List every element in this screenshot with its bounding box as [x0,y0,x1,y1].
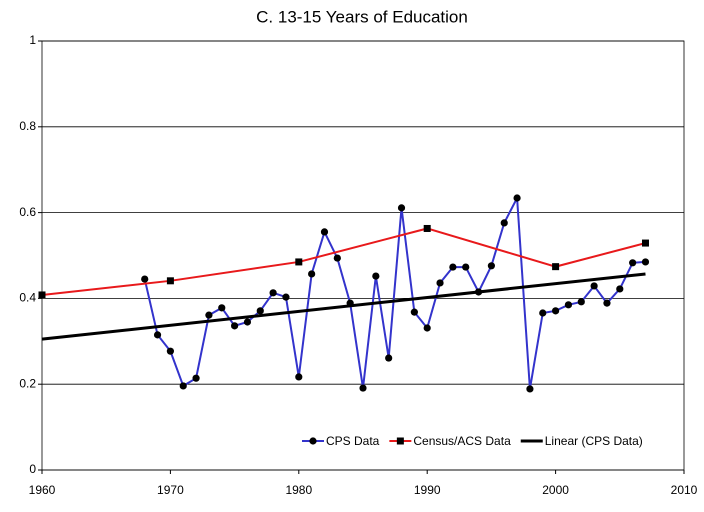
point [449,263,457,271]
x-tick-label: 2000 [542,483,569,497]
point [564,301,573,309]
point [603,299,611,307]
y-tick-label: 0.6 [19,205,36,219]
point [295,373,303,381]
point [641,258,650,266]
point [192,374,200,382]
x-tick-label: 1990 [414,483,441,497]
point [629,259,637,267]
point [385,354,393,362]
point [333,254,341,262]
point [179,382,187,390]
point [423,224,431,232]
legend-label: Census/ACS Data [413,434,511,448]
legend-marker [309,437,317,445]
point [577,298,585,306]
point [397,204,406,212]
point [295,258,303,266]
series-line [143,194,646,390]
point [552,307,560,315]
legend-label: Linear (CPS Data) [545,434,643,448]
point [38,291,46,299]
point [166,277,174,285]
series-line [41,272,646,341]
point [539,309,547,317]
point [205,311,213,319]
point [590,282,598,290]
plot-border [41,40,685,471]
y-tick-label: 0.8 [19,119,36,133]
chart-title: C. 13-15 Years of Education [256,7,468,26]
point [372,272,380,280]
point [500,219,508,227]
point [231,322,239,330]
point [359,384,367,392]
point [282,293,290,301]
point [552,263,560,271]
point [641,239,649,247]
point [218,304,226,312]
x-tick-label: 2010 [671,483,698,497]
point [308,270,316,278]
y-tick-label: 0.2 [19,376,36,390]
point [256,307,264,315]
point [487,262,495,270]
point [616,285,624,293]
point [436,279,444,287]
y-tick-label: 0.4 [19,291,36,305]
x-tick-label: 1980 [285,483,312,497]
point [320,228,329,236]
point [513,194,521,202]
point [423,324,431,332]
series-line [41,227,646,296]
legend-marker [396,437,404,445]
point [462,263,470,271]
point [269,289,277,297]
legend-label: CPS Data [326,434,380,448]
point [141,275,149,283]
x-tick-label: 1970 [157,483,184,497]
point [243,318,252,326]
y-tick-label: 0 [29,462,36,476]
point [153,331,162,339]
y-tick-label: 1 [29,33,36,47]
point [526,385,534,393]
point [410,308,418,316]
x-tick-label: 1960 [29,483,56,497]
legend: CPS Data Census/ACS Data Linear (CPS Data) [302,434,643,448]
point [166,347,174,355]
